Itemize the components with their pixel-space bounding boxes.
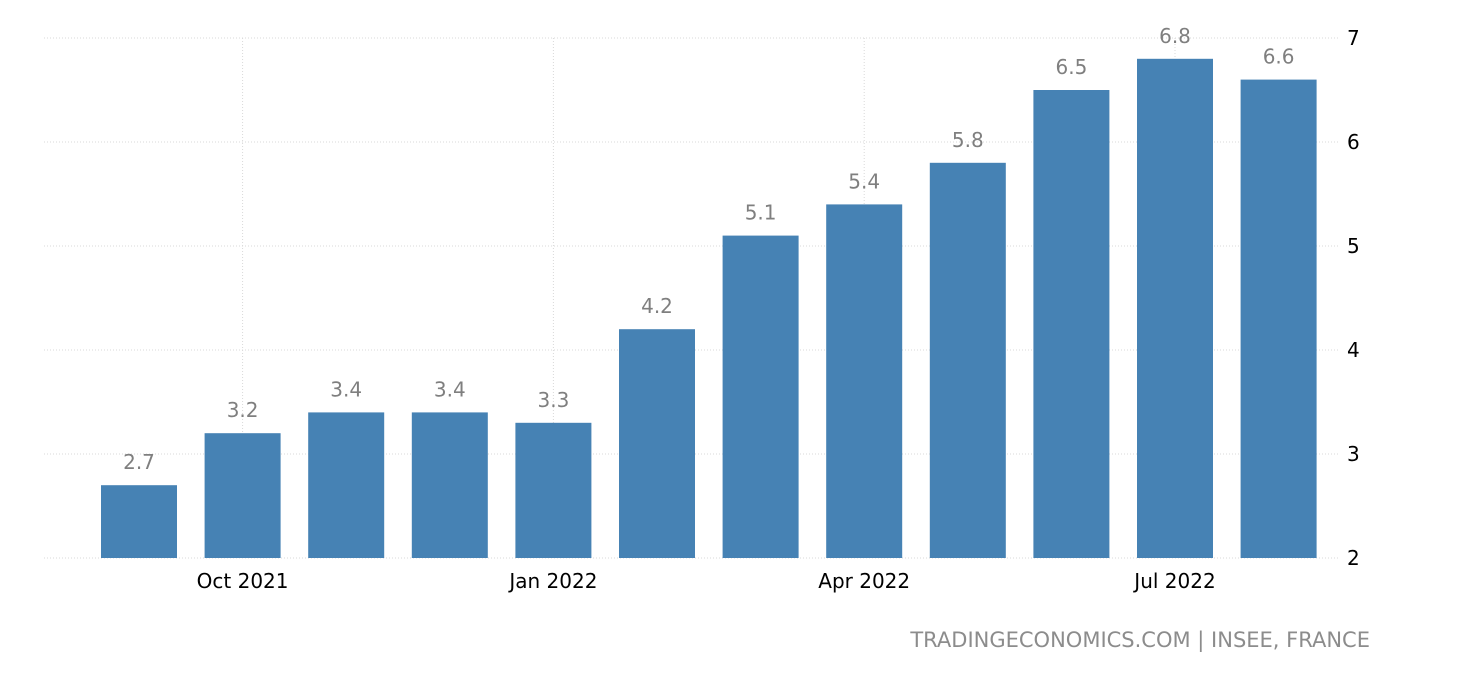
bar-4 — [411, 412, 488, 558]
bar-8 — [826, 204, 903, 558]
data-label: 5.8 — [952, 128, 984, 152]
y-tick-label: 6 — [1347, 130, 1360, 154]
data-label: 3.3 — [537, 388, 569, 412]
data-labels: 2.7 3.2 3.4 3.4 3.3 4.2 5.1 5.4 5.8 6.5 6.8 6.6 — [123, 24, 1294, 474]
y-tick-label: 3 — [1347, 442, 1360, 466]
bar-12 — [1240, 79, 1317, 558]
bar-11 — [1137, 58, 1213, 559]
bar-9 — [929, 162, 1006, 559]
data-label: 3.4 — [330, 377, 362, 401]
x-tick-label: Jul 2022 — [1132, 569, 1215, 593]
bar-5 — [515, 422, 592, 558]
data-label: 5.1 — [745, 201, 777, 225]
bar-3 — [308, 412, 385, 558]
bar-2 — [204, 433, 281, 558]
source-credit: TRADINGECONOMICS.COM | INSEE, FRANCE — [910, 628, 1370, 652]
data-label: 2.7 — [123, 450, 155, 474]
x-tick-label: Apr 2022 — [818, 569, 910, 593]
data-label: 5.4 — [848, 169, 880, 193]
bar-10 — [1033, 90, 1110, 558]
y-axis-ticks: 2 3 4 5 6 7 — [1347, 26, 1360, 570]
data-label: 6.6 — [1263, 45, 1295, 69]
data-label: 4.2 — [641, 294, 673, 318]
y-tick-label: 4 — [1347, 338, 1360, 362]
x-axis-ticks: Oct 2021 Jan 2022 Apr 2022 Jul 2022 — [197, 569, 1216, 593]
y-tick-label: 5 — [1347, 234, 1360, 258]
y-tick-label: 2 — [1347, 546, 1360, 570]
x-tick-label: Oct 2021 — [197, 569, 289, 593]
bar-6 — [619, 329, 695, 558]
data-label: 3.2 — [227, 398, 259, 422]
bar-7 — [722, 235, 799, 558]
bar-1 — [101, 485, 177, 558]
y-tick-label: 7 — [1347, 26, 1360, 50]
x-tick-label: Jan 2022 — [507, 569, 597, 593]
data-label: 3.4 — [434, 377, 466, 401]
bars — [101, 58, 1317, 559]
data-label: 6.5 — [1055, 55, 1087, 79]
data-label: 6.8 — [1159, 24, 1191, 48]
